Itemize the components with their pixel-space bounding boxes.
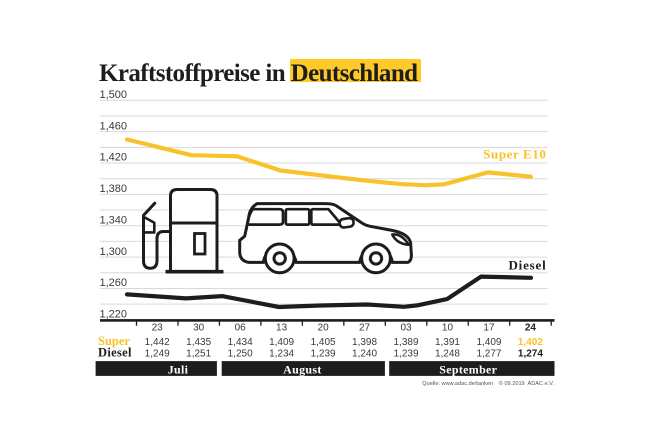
svg-text:27: 27 xyxy=(359,322,371,333)
svg-text:Super: Super xyxy=(98,334,130,348)
svg-text:Diesel: Diesel xyxy=(98,346,132,360)
svg-text:1,500: 1,500 xyxy=(100,89,128,101)
svg-text:03: 03 xyxy=(400,322,412,333)
svg-text:1,239: 1,239 xyxy=(394,348,419,359)
svg-text:13: 13 xyxy=(276,322,288,333)
svg-text:1,239: 1,239 xyxy=(311,348,336,359)
svg-text:1,251: 1,251 xyxy=(186,348,211,359)
svg-text:1,248: 1,248 xyxy=(435,348,460,359)
svg-text:1,434: 1,434 xyxy=(228,337,253,348)
svg-text:1,380: 1,380 xyxy=(100,183,128,195)
svg-text:1,300: 1,300 xyxy=(100,246,128,258)
svg-text:1,460: 1,460 xyxy=(100,120,128,132)
svg-text:1,220: 1,220 xyxy=(100,309,128,321)
svg-text:September: September xyxy=(439,362,497,376)
svg-text:1,240: 1,240 xyxy=(352,348,377,359)
svg-text:10: 10 xyxy=(442,322,454,333)
svg-text:1,435: 1,435 xyxy=(186,337,211,348)
svg-text:August: August xyxy=(283,362,321,376)
svg-text:17: 17 xyxy=(483,322,495,333)
svg-text:1,274: 1,274 xyxy=(518,348,543,359)
svg-text:Diesel: Diesel xyxy=(508,258,546,273)
svg-text:1,402: 1,402 xyxy=(518,337,543,348)
svg-text:1,420: 1,420 xyxy=(100,152,128,164)
svg-text:24: 24 xyxy=(525,322,537,333)
svg-text:1,409: 1,409 xyxy=(269,337,294,348)
svg-text:1,260: 1,260 xyxy=(100,277,128,289)
svg-text:1,398: 1,398 xyxy=(352,337,377,348)
svg-text:06: 06 xyxy=(235,322,247,333)
svg-text:20: 20 xyxy=(318,322,330,333)
svg-text:1,389: 1,389 xyxy=(394,337,419,348)
svg-text:Juli: Juli xyxy=(168,362,189,376)
svg-text:1,391: 1,391 xyxy=(435,337,460,348)
svg-text:Quelle: www.adac.de/tanken ©: Quelle: www.adac.de/tanken © 09.2019 ADA… xyxy=(422,380,554,387)
svg-text:1,277: 1,277 xyxy=(476,348,501,359)
svg-text:1,234: 1,234 xyxy=(269,348,294,359)
svg-text:1,340: 1,340 xyxy=(100,214,128,226)
svg-text:1,409: 1,409 xyxy=(476,337,501,348)
svg-text:1,405: 1,405 xyxy=(311,337,336,348)
svg-text:1,249: 1,249 xyxy=(145,348,170,359)
svg-text:1,442: 1,442 xyxy=(145,337,170,348)
svg-text:1,250: 1,250 xyxy=(228,348,253,359)
svg-text:30: 30 xyxy=(193,322,205,333)
svg-text:Super E10: Super E10 xyxy=(483,147,546,162)
svg-text:23: 23 xyxy=(152,322,164,333)
